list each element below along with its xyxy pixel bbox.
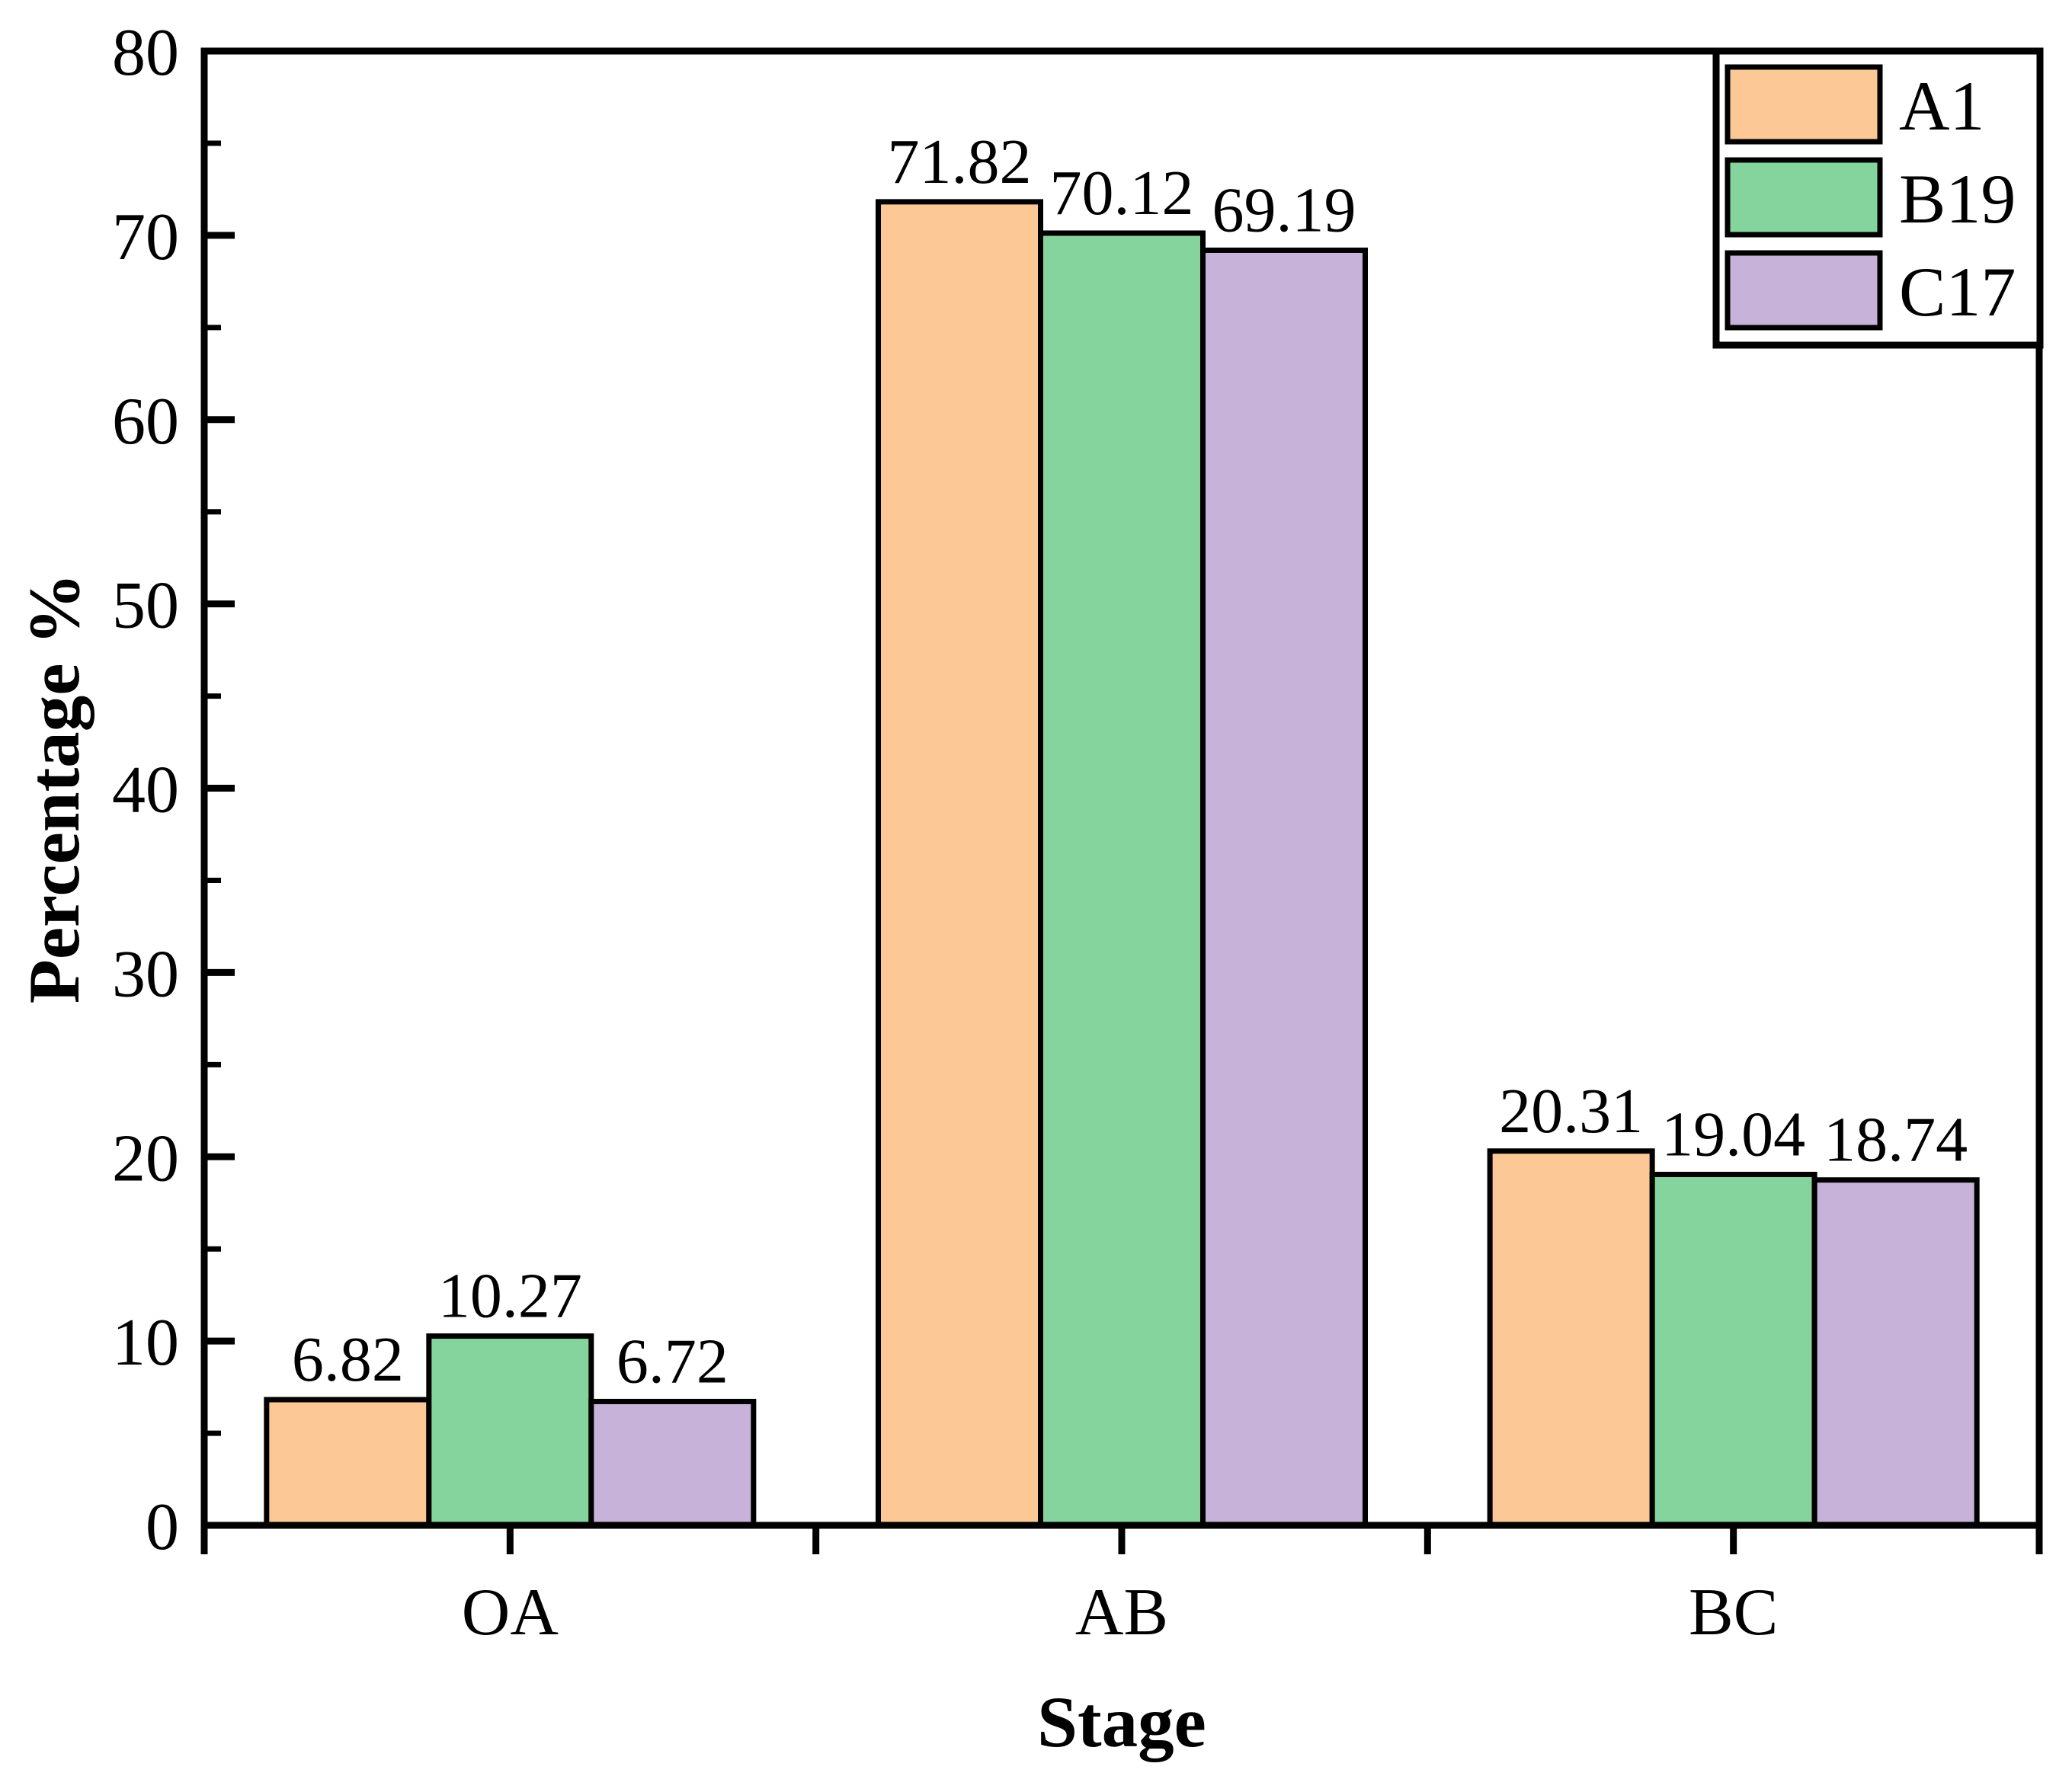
bar-value-label-AB-A1: 71.82: [888, 126, 1032, 197]
y-tick-label: 10: [112, 1306, 179, 1380]
legend-swatch-A1: [1725, 64, 1883, 145]
bar-value-label-BC-C17: 18.74: [1824, 1105, 1968, 1176]
x-category-label-AB: AB: [1075, 1576, 1168, 1650]
y-tick-label: 50: [112, 569, 179, 643]
y-axis-title: Percentage %: [14, 573, 94, 1003]
bar-value-label-BC-B19: 19.04: [1661, 1099, 1805, 1170]
bar-value-label-AB-B19: 70.12: [1050, 158, 1194, 229]
bar-value-label-BC-A1: 20.31: [1499, 1076, 1643, 1147]
y-tick-label: 70: [112, 200, 179, 274]
y-tick-label: 60: [112, 385, 179, 459]
legend-swatch-C17: [1725, 250, 1883, 331]
plot-border: [200, 47, 2043, 1529]
legend-swatch-B19: [1725, 157, 1883, 238]
bar-AB-B19: [1038, 230, 1206, 1528]
x-category-label-BC: BC: [1689, 1576, 1778, 1650]
y-tick-label: 80: [112, 16, 179, 90]
y-tick-label: 20: [112, 1122, 179, 1195]
bar-value-label-OA-B19: 10.27: [438, 1261, 582, 1332]
x-category-label-OA: OA: [462, 1576, 559, 1650]
bar-OA-A1: [264, 1397, 432, 1528]
bar-BC-B19: [1649, 1171, 1817, 1528]
bar-BC-C17: [1811, 1177, 1980, 1528]
legend-label-B19: B19: [1899, 160, 2016, 238]
legend-label-A1: A1: [1899, 67, 1984, 145]
bar-AB-A1: [876, 199, 1043, 1528]
bar-OA-C17: [588, 1398, 757, 1528]
bar-value-label-OA-A1: 6.82: [292, 1324, 404, 1395]
y-tick-label: 40: [112, 754, 179, 827]
bar-BC-A1: [1487, 1148, 1655, 1528]
legend-label-C17: C17: [1899, 253, 2016, 331]
x-axis-title: Stage: [1037, 1682, 1206, 1762]
bar-OA-B19: [426, 1333, 594, 1528]
y-tick-label: 0: [146, 1490, 179, 1564]
bar-AB-C17: [1200, 247, 1368, 1528]
y-tick-label: 30: [112, 937, 179, 1011]
bar-value-label-OA-C17: 6.72: [616, 1326, 729, 1397]
bar-value-label-AB-C17: 69.19: [1212, 174, 1356, 245]
